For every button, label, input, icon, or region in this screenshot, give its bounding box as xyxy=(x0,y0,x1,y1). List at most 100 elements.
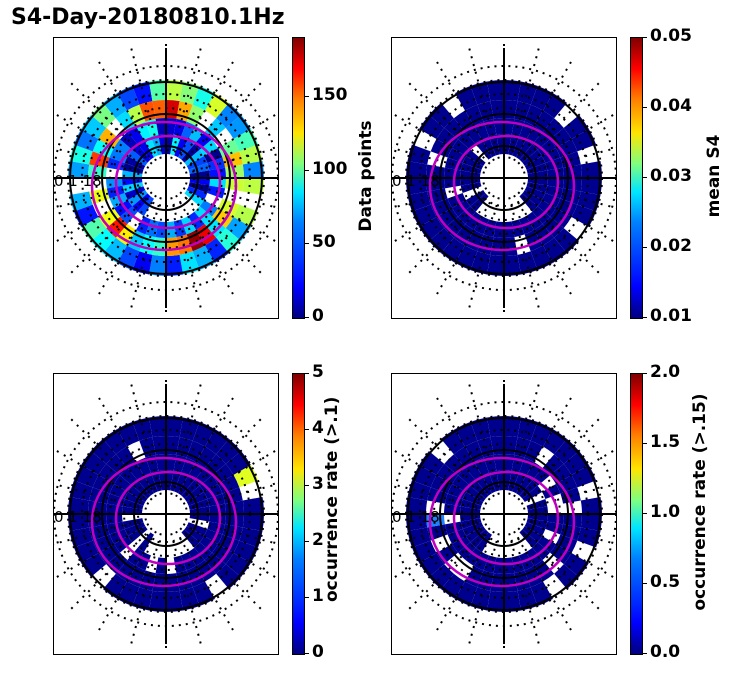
heat-cell xyxy=(166,590,184,612)
colorbar-tick-mark xyxy=(642,107,647,108)
colorbar-tick-label: 0.04 xyxy=(650,96,692,116)
polar-svg xyxy=(392,374,616,654)
colorbar-tick-label: 4 xyxy=(312,418,324,438)
heat-cell xyxy=(524,186,546,200)
colorbar-tick-label: 1.0 xyxy=(650,502,681,522)
heat-cell xyxy=(199,475,218,492)
colorbar-tick-label: 0.03 xyxy=(650,166,692,186)
heat-cell xyxy=(204,529,223,544)
heat-cell xyxy=(580,178,602,196)
heat-cell xyxy=(109,193,128,208)
heat-cell xyxy=(98,127,121,148)
heat-cell xyxy=(166,416,184,438)
colorbar-tick-mark xyxy=(642,37,647,38)
heat-cell xyxy=(199,200,218,217)
heat-cell xyxy=(447,193,466,208)
colorbar-tick-label: 150 xyxy=(312,85,348,105)
heat-cell xyxy=(136,552,151,571)
heat-cell xyxy=(486,254,504,276)
auroral-oval-outer xyxy=(90,120,238,252)
heat-cell xyxy=(90,228,116,254)
colorbar-tick-mark xyxy=(642,177,647,178)
heat-cell xyxy=(158,134,166,155)
heat-cell xyxy=(524,440,543,463)
heat-cell xyxy=(512,136,526,158)
heat-cell xyxy=(444,178,461,189)
polar-svg xyxy=(54,374,278,654)
heat-cell xyxy=(486,590,504,612)
heat-cell xyxy=(524,104,543,127)
colorbar-tick-label: 0 xyxy=(312,306,324,326)
heat-cell xyxy=(216,102,242,128)
axis-label-clipped: 0 1 18 xyxy=(392,172,440,190)
heat-cell xyxy=(137,139,154,160)
colorbar-tick-label: 0.02 xyxy=(650,236,692,256)
heat-cell xyxy=(242,514,264,532)
heat-cell xyxy=(537,536,556,553)
heat-cell xyxy=(68,514,90,532)
heat-cell xyxy=(555,475,578,494)
heat-cell xyxy=(542,193,561,208)
heat-cell xyxy=(124,522,146,536)
heat-cell xyxy=(103,573,127,599)
heat-cell xyxy=(148,254,166,276)
heat-cell xyxy=(174,136,188,158)
heat-cell xyxy=(524,522,546,536)
heat-cell xyxy=(465,104,484,127)
heat-cell xyxy=(90,102,116,128)
colorbar-tick-label: 0.01 xyxy=(650,306,692,326)
heat-cell xyxy=(137,475,154,496)
colorbar-tick-mark xyxy=(304,96,309,97)
heat-cell xyxy=(465,547,482,566)
heat-cell xyxy=(199,139,218,156)
heat-cell xyxy=(127,547,144,566)
heat-cell xyxy=(127,462,144,481)
auroral-oval-inner xyxy=(114,134,222,230)
colorbar-tick-mark xyxy=(642,583,647,584)
heat-cell xyxy=(419,451,445,475)
heat-cell xyxy=(580,496,602,514)
heat-cell xyxy=(428,564,454,590)
heat-cell xyxy=(217,139,240,158)
heat-cell xyxy=(527,170,548,178)
heat-cell xyxy=(474,216,489,235)
colorbar-tick-mark xyxy=(304,170,309,171)
heat-cell xyxy=(186,492,208,506)
colorbar-tick-mark xyxy=(304,429,309,430)
heat-cell xyxy=(225,217,251,241)
heat-cell xyxy=(474,552,489,571)
figure-title: S4-Day-20180810.1Hz xyxy=(11,5,285,30)
heat-cell xyxy=(504,254,522,276)
heat-cell xyxy=(534,559,555,582)
heat-cell xyxy=(106,514,123,525)
colorbar-tick-label: 1 xyxy=(312,586,324,606)
colorbar-label: occurrence rate (>.1) xyxy=(322,396,342,602)
colorbar-tick-mark xyxy=(642,653,647,654)
heat-cell xyxy=(127,104,146,127)
heat-cell xyxy=(174,472,188,494)
auroral-oval-outer xyxy=(428,120,576,252)
axis-label-clipped: 0 1 18 xyxy=(54,508,102,526)
colorbar-tick-label: 3 xyxy=(312,474,324,494)
heat-cell xyxy=(428,228,454,254)
auroral-oval-outer xyxy=(90,456,238,588)
heat-cell xyxy=(216,438,242,464)
heat-cell xyxy=(216,228,242,254)
polar-plot-occurrence-015 xyxy=(391,373,617,655)
colorbar-tick-mark xyxy=(642,373,647,374)
heat-cell xyxy=(184,526,205,543)
heat-cell xyxy=(196,223,217,246)
colorbar-mean-s4 xyxy=(630,37,643,319)
colorbar-tick-mark xyxy=(304,373,309,374)
colorbar-tick-label: 0.0 xyxy=(650,642,681,662)
heat-cell xyxy=(522,190,543,207)
heat-cell xyxy=(542,484,561,499)
heat-cell xyxy=(242,178,264,196)
heat-cell xyxy=(486,80,504,102)
colorbar-tick-mark xyxy=(642,317,647,318)
heat-cell xyxy=(124,186,146,200)
heat-cell xyxy=(465,440,484,463)
heat-cell xyxy=(114,536,133,553)
heat-cell xyxy=(166,80,184,102)
heat-cell xyxy=(186,440,205,463)
